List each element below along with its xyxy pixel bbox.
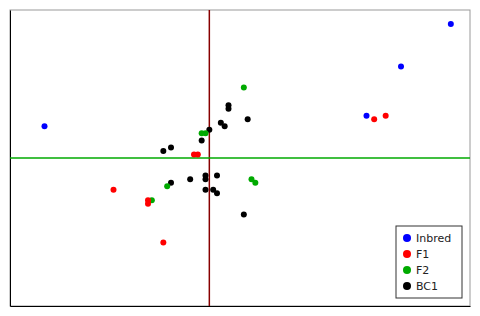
point bbox=[226, 102, 232, 108]
axis-line bbox=[11, 306, 471, 307]
point bbox=[187, 176, 193, 182]
series bbox=[149, 85, 258, 204]
point bbox=[245, 116, 251, 122]
point bbox=[252, 180, 258, 186]
point bbox=[111, 187, 117, 193]
legend-box bbox=[396, 226, 462, 298]
point bbox=[398, 63, 404, 69]
point bbox=[195, 151, 201, 157]
point bbox=[168, 144, 174, 150]
legend-label: F1 bbox=[416, 248, 429, 261]
point bbox=[203, 176, 209, 182]
point bbox=[160, 148, 166, 154]
point bbox=[222, 123, 228, 129]
point bbox=[214, 190, 220, 196]
point bbox=[42, 123, 48, 129]
chart: Inbred F1 F2 BC1 bbox=[0, 0, 480, 316]
point bbox=[214, 173, 220, 179]
legend-swatch bbox=[403, 282, 411, 290]
legend-label: F2 bbox=[416, 264, 429, 277]
point bbox=[383, 113, 389, 119]
point bbox=[160, 240, 166, 246]
legend-item: F2 bbox=[403, 264, 429, 277]
legend-label: Inbred bbox=[416, 232, 451, 245]
point bbox=[203, 130, 209, 136]
legend-item: F1 bbox=[403, 248, 429, 261]
point bbox=[241, 211, 247, 217]
plot-area: Inbred F1 F2 BC1 bbox=[10, 10, 471, 307]
x-axis bbox=[11, 306, 471, 307]
legend-swatch bbox=[403, 250, 411, 258]
point bbox=[448, 21, 454, 27]
legend-label: BC1 bbox=[416, 280, 438, 293]
legend-swatch bbox=[403, 234, 411, 242]
series bbox=[111, 113, 389, 246]
point bbox=[364, 113, 370, 119]
data-layer bbox=[10, 10, 470, 306]
point bbox=[145, 197, 151, 203]
point bbox=[164, 183, 170, 189]
point bbox=[203, 187, 209, 193]
plot-frame bbox=[10, 10, 470, 306]
point bbox=[199, 137, 205, 143]
series bbox=[42, 21, 454, 129]
reference-line bbox=[10, 157, 470, 159]
legend-item: BC1 bbox=[403, 280, 438, 293]
legend: Inbred F1 F2 BC1 bbox=[396, 226, 462, 298]
legend-item: Inbred bbox=[403, 232, 451, 245]
point bbox=[371, 116, 377, 122]
point bbox=[241, 85, 247, 91]
series bbox=[160, 102, 250, 217]
legend-swatch bbox=[403, 266, 411, 274]
